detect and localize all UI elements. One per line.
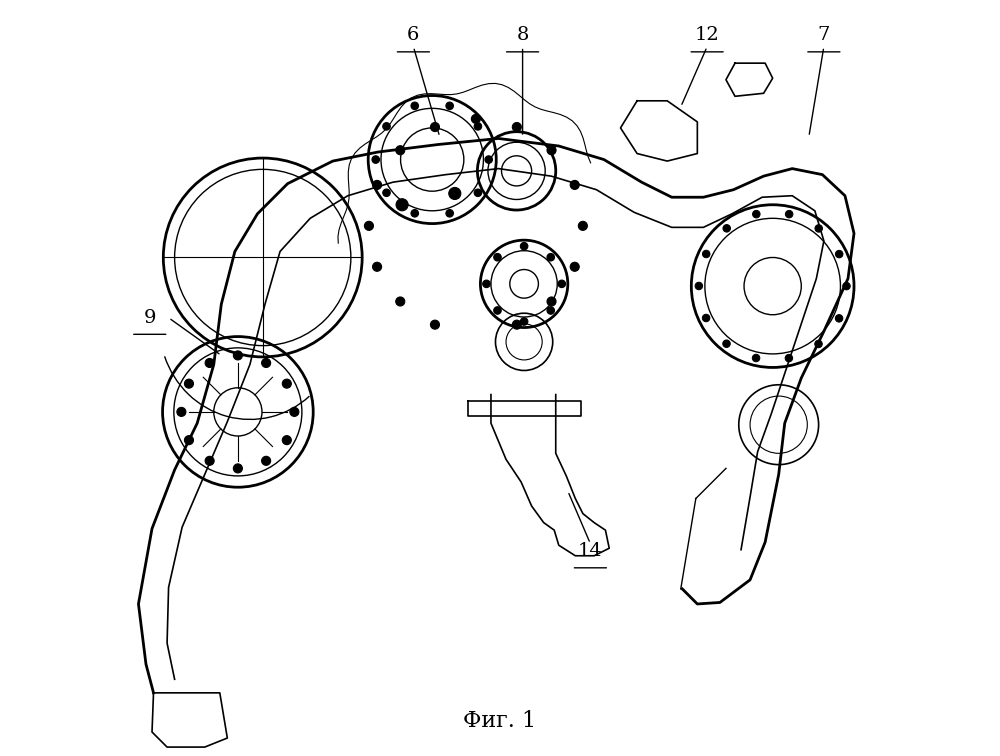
Circle shape [446,209,453,217]
Circle shape [723,225,730,232]
Circle shape [723,340,730,348]
Circle shape [396,297,405,306]
Circle shape [471,114,480,123]
Circle shape [485,156,492,163]
Circle shape [578,222,587,231]
Circle shape [364,222,373,231]
Circle shape [520,318,528,325]
Text: Фиг. 1: Фиг. 1 [463,710,537,732]
Circle shape [843,282,850,290]
Circle shape [396,199,408,211]
Circle shape [752,355,760,362]
Circle shape [835,314,843,322]
Circle shape [785,210,793,218]
Circle shape [815,225,822,232]
Circle shape [753,210,760,218]
Circle shape [474,122,482,130]
Circle shape [262,358,271,367]
Text: 7: 7 [818,26,830,45]
Circle shape [205,457,214,466]
Text: 12: 12 [695,26,720,45]
Circle shape [449,187,461,200]
Circle shape [512,320,521,329]
Circle shape [184,435,193,445]
Text: 9: 9 [144,308,156,327]
Circle shape [547,253,554,261]
Circle shape [372,156,379,163]
Circle shape [430,122,439,132]
Circle shape [446,102,453,110]
Circle shape [547,297,556,306]
Circle shape [494,253,501,261]
Circle shape [512,122,521,132]
Circle shape [430,320,439,329]
Circle shape [474,189,482,197]
Circle shape [411,102,419,110]
Circle shape [702,314,710,322]
Circle shape [815,340,822,348]
Circle shape [547,146,556,155]
Circle shape [373,181,382,190]
Circle shape [835,250,843,258]
Circle shape [282,379,291,388]
Circle shape [558,280,566,287]
Circle shape [702,250,710,258]
Text: 14: 14 [578,542,603,560]
Circle shape [785,355,793,362]
Circle shape [411,209,419,217]
Circle shape [570,181,579,190]
Circle shape [205,358,214,367]
Circle shape [184,379,193,388]
Circle shape [373,262,382,271]
Circle shape [177,407,186,417]
Circle shape [483,280,490,287]
Circle shape [494,307,501,314]
Circle shape [695,282,703,290]
Circle shape [396,146,405,155]
Circle shape [290,407,299,417]
Circle shape [383,189,390,197]
Text: 8: 8 [516,26,529,45]
Circle shape [520,243,528,250]
Circle shape [233,351,242,360]
Circle shape [282,435,291,445]
Circle shape [570,262,579,271]
Circle shape [547,307,554,314]
Circle shape [233,464,242,473]
Text: 6: 6 [407,26,420,45]
Circle shape [383,122,390,130]
Circle shape [262,457,271,466]
